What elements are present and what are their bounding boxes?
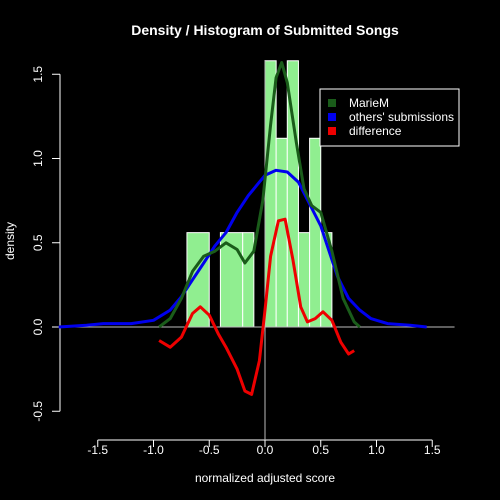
series-line (158, 217, 355, 396)
legend-label: MarieM (349, 96, 389, 110)
x-tick-label: 0.0 (257, 443, 274, 457)
histogram-bar (275, 137, 288, 328)
x-tick-label: 1.5 (424, 443, 441, 457)
x-tick-label: -1.0 (143, 443, 164, 457)
density-lines (58, 61, 427, 396)
y-tick-label: -0.5 (31, 401, 45, 422)
y-tick-label: 1.5 (31, 66, 45, 83)
legend-label: others' submissions (349, 110, 454, 124)
chart-title: Density / Histogram of Submitted Songs (131, 22, 399, 38)
y-tick-label: 0.0 (31, 318, 45, 335)
axes: -0.5 0.0 0.5 1.0 1.5 -1.5 -1.0 -0.5 0.0 0.5 1.0 1.5 (31, 60, 455, 457)
series-line (58, 168, 427, 329)
x-axis-label: normalized adjusted score (195, 471, 335, 485)
legend-swatch (328, 127, 336, 135)
x-tick-label: 1.0 (368, 443, 385, 457)
x-tick-label: -0.5 (199, 443, 220, 457)
x-tick-label: 0.5 (312, 443, 329, 457)
legend-swatch (328, 113, 336, 121)
x-tick-label: -1.5 (87, 443, 108, 457)
y-tick-label: 1.0 (31, 150, 45, 167)
legend-swatch (328, 99, 336, 107)
legend-box (319, 88, 460, 147)
y-tick-label: 0.5 (31, 234, 45, 251)
y-axis-label: density (3, 222, 17, 260)
series-line (158, 61, 361, 329)
legend-label: difference (349, 124, 402, 138)
histogram-bar (309, 137, 322, 328)
histogram-bar (242, 232, 255, 328)
